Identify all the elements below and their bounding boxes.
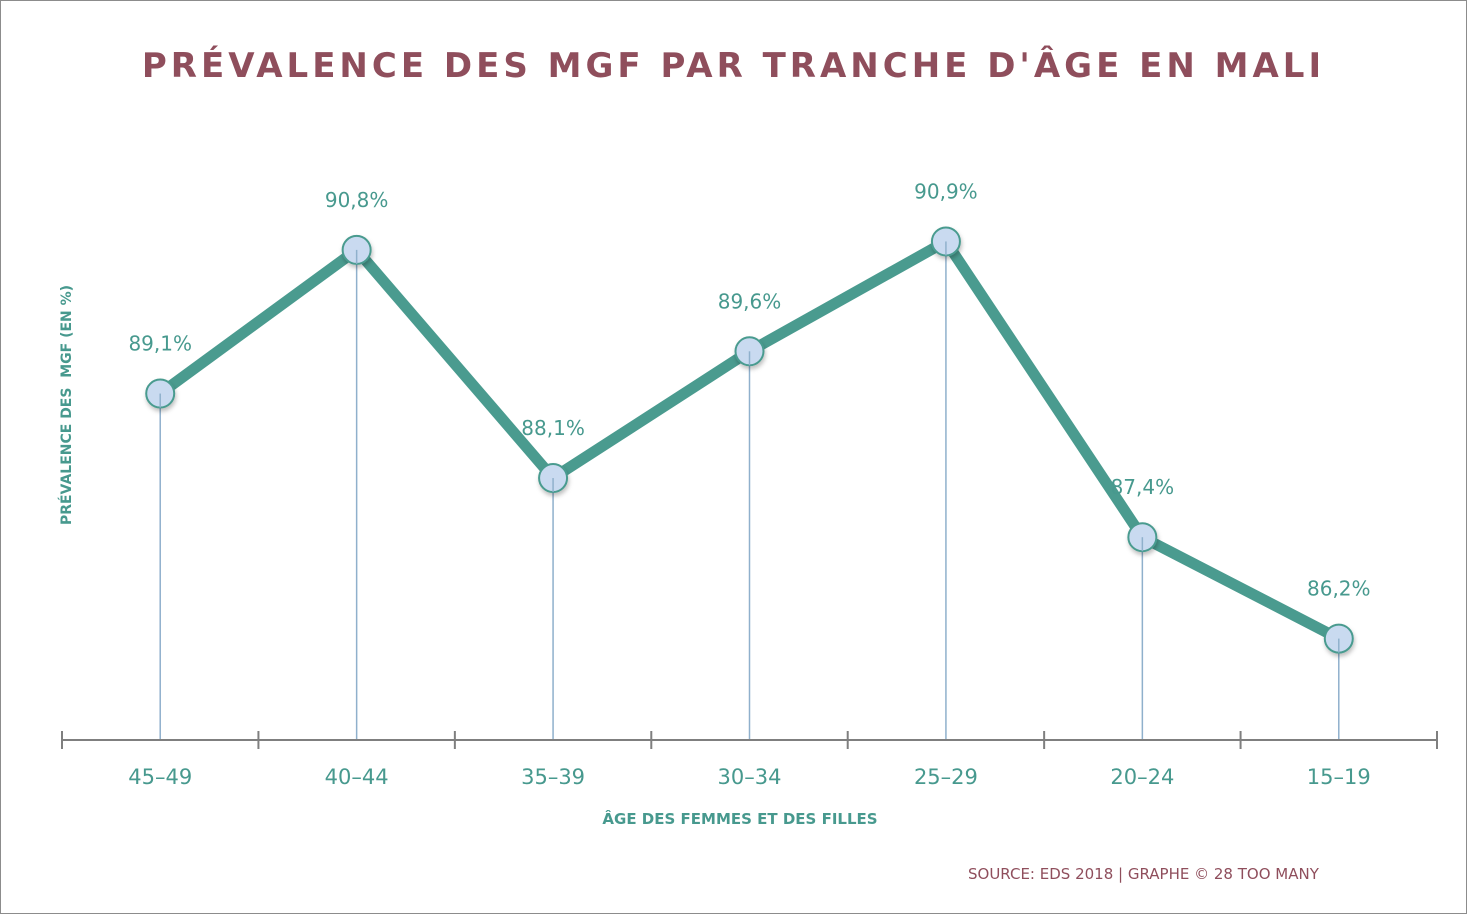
data-label: 89,6% [718,289,782,313]
x-tick-label: 35–39 [521,765,585,789]
x-axis-label: ÂGE DES FEMMES ET DES FILLES [602,810,878,828]
x-tick-label: 45–49 [128,765,192,789]
x-tick-labels-group: 45–49 40–44 35–39 30–34 25–29 20–24 15–19 [128,765,1371,789]
data-label: 90,8% [325,188,389,212]
data-labels-group: 89,1% 90,8% 88,1% 89,6% 90,9% 87,4% 86,2% [128,179,1370,600]
x-tick-label: 20–24 [1110,765,1174,789]
drop-lines [159,241,1340,740]
data-label: 87,4% [1111,475,1175,499]
markers-group [145,226,1354,654]
source-note: SOURCE: EDS 2018 | GRAPHE © 28 TOO MANY [968,865,1319,883]
x-axis [61,731,1438,749]
data-label: 88,1% [521,416,585,440]
data-label: 90,9% [914,179,978,203]
x-tick-label: 25–29 [914,765,978,789]
x-tick-label: 15–19 [1307,765,1371,789]
data-label: 86,2% [1307,577,1371,601]
data-label: 89,1% [128,332,192,356]
chart-title: PRÉVALENCE DES MGF PAR TRANCHE D'ÂGE EN … [141,46,1326,86]
x-tick-label: 30–34 [718,765,782,789]
x-tick-label: 40–44 [325,765,389,789]
